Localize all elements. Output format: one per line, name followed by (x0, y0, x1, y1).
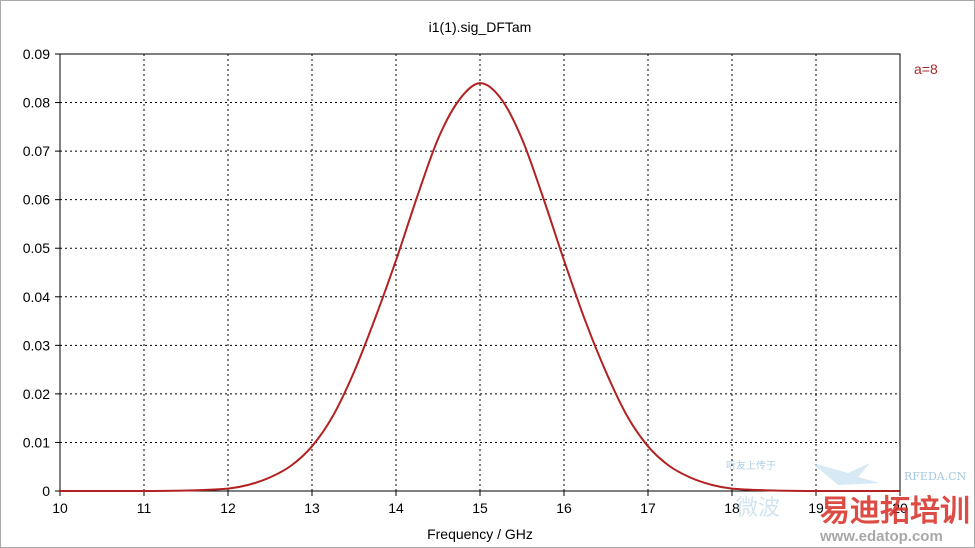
series-line (59, 82, 900, 493)
x-tick-label: 16 (556, 500, 572, 516)
y-tick-label: 0 (42, 483, 50, 499)
x-tick-label: 18 (724, 500, 740, 516)
x-tick-label: 12 (220, 500, 236, 516)
y-tick-label: 0.04 (23, 289, 50, 305)
watermark-bird-icon (812, 463, 880, 485)
y-tick-label: 0.01 (23, 434, 50, 450)
watermark-text-5: www.edatop.com (819, 528, 943, 545)
x-tick-label: 20 (892, 500, 908, 516)
x-tick-label: 13 (304, 500, 320, 516)
watermark-text-2: RFEDA.CN (904, 470, 967, 483)
tick-labels: 10 11 12 13 14 15 16 17 18 19 20 0 0.01 0.02 0.03 0.04 0… (23, 46, 908, 516)
watermark: 听友上传于 RFEDA.CN 微波 易迪拓培训 www.edatop.com (726, 459, 970, 545)
legend-entry: a=8 (914, 61, 938, 77)
grid-lines (60, 54, 900, 491)
chart-title: i1(1).sig_DFTam (429, 19, 532, 35)
x-tick-label: 11 (137, 500, 152, 516)
y-tick-label: 0.09 (23, 46, 50, 62)
x-tick-label: 19 (808, 500, 824, 516)
x-tick-label: 10 (52, 500, 68, 516)
y-tick-label: 0.03 (23, 337, 50, 353)
x-axis-label: Frequency / GHz (427, 526, 533, 542)
y-tick-label: 0.05 (23, 240, 50, 256)
series-group (59, 82, 900, 493)
y-tick-label: 0.07 (23, 143, 50, 159)
x-tick-label: 15 (472, 500, 488, 516)
y-tick-label: 0.02 (23, 386, 50, 402)
x-tick-label: 17 (640, 500, 656, 516)
y-tick-label: 0.08 (23, 95, 50, 111)
watermark-text-4: 易迪拓培训 (820, 494, 970, 529)
x-tick-label: 14 (388, 500, 404, 516)
watermark-text-1: 听友上传于 (726, 459, 776, 472)
watermark-text-3: 微波 (736, 496, 780, 521)
y-tick-label: 0.06 (23, 192, 50, 208)
